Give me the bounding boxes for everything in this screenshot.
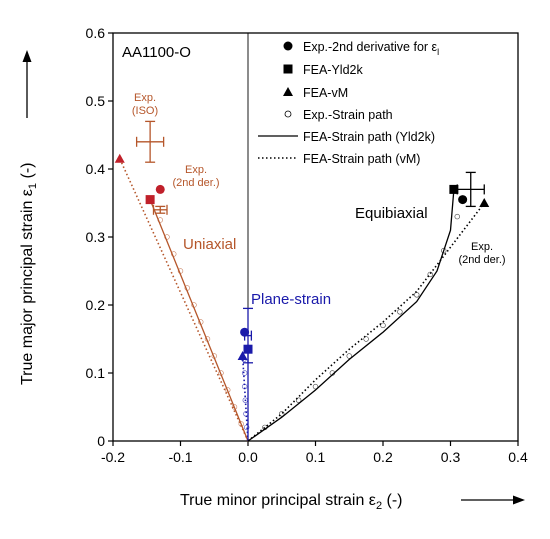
exp-path-point-uniaxial (231, 404, 238, 410)
legend-label-exp-2nd: Exp.-2nd derivative for εl (303, 40, 439, 57)
exp-path-point-uniaxial (211, 353, 217, 359)
annotation-plane-strain: Plane-strain (251, 291, 331, 308)
exp-path-point-uniaxial (184, 285, 190, 291)
exp-path-point-equibiaxial (295, 397, 302, 403)
exp-path-point-uniaxial (198, 319, 204, 325)
exp-path-point-plane-strain (243, 424, 250, 431)
annotation-exp-2nd-right: Exp. (471, 241, 493, 253)
strain-path-equibiaxial-solid (247, 189, 455, 442)
exp-path-point-equibiaxial (312, 383, 319, 390)
y-tick-label: 0.4 (86, 161, 106, 177)
exp-path-point-uniaxial (225, 387, 231, 393)
exp-path-point-uniaxial (204, 336, 211, 342)
y-tick-label: 0 (97, 433, 105, 449)
annotation-exp-iso-2: (ISO) (132, 105, 158, 117)
panel-label: AA1100-O (122, 44, 191, 61)
y-tick-label: 0.1 (86, 365, 106, 381)
exp-path-point-equibiaxial (346, 353, 352, 359)
exp-path-point-plane-strain (242, 397, 249, 403)
x-tick-label: 0.3 (441, 449, 461, 465)
legend-marker-square (283, 64, 293, 74)
exp-path-point-uniaxial (157, 217, 163, 223)
marker-exp-2nd-equibiaxial (458, 195, 468, 205)
legend-label-fea-path-vm: FEA-Strain path (vM) (303, 152, 420, 166)
marker-fea-vm-plane-strain (237, 351, 248, 360)
exp-path-point-uniaxial (191, 302, 197, 308)
exp-path-point-equibiaxial (414, 292, 420, 298)
y-tick-label: 0.6 (86, 25, 106, 41)
marker-fea-vm-uniaxial (114, 153, 125, 163)
exp-path-point-equibiaxial (380, 322, 386, 329)
legend-label-fea-vm: FEA-vM (303, 86, 348, 100)
exp-path-point-plane-strain (241, 370, 248, 376)
exp-path-point-equibiaxial (262, 424, 268, 431)
marker-exp-2nd-uniaxial (155, 184, 165, 194)
marker-exp-2nd-plane-strain (240, 327, 250, 337)
exp-path-point-equibiaxial (441, 247, 447, 254)
legend: Exp.-2nd derivative for εl FEA-Yld2k FEA… (258, 40, 439, 166)
x-tick-label: -0.1 (168, 449, 192, 465)
exp-path-point-equibiaxial (363, 336, 369, 342)
exp-path-point-equibiaxial (279, 411, 285, 417)
exp-path-point-uniaxial (177, 268, 184, 274)
exp-path-point-uniaxial (171, 251, 177, 257)
y-tick-label: 0.3 (86, 229, 106, 245)
y-axis-label: True major principal strain ε1 (-) (19, 163, 39, 386)
x-tick-label: 0.1 (306, 449, 326, 465)
annotation-exp-2nd-right-2: (2nd der.) (458, 254, 505, 266)
x-axis-label: True minor principal strain ε2 (-) (180, 492, 403, 512)
x-tick-label: 0.0 (238, 449, 258, 465)
marker-fea-vm-equibiaxial (479, 198, 490, 207)
marker-fea-yld2k-uniaxial (145, 195, 155, 205)
exp-path-point-uniaxial (218, 370, 224, 376)
exp-path-point-uniaxial (238, 421, 244, 427)
exp-path-point-plane-strain (243, 411, 249, 417)
legend-marker-triangle (283, 87, 293, 96)
exp-path-point-plane-strain (241, 383, 248, 390)
marker-fea-yld2k-equibiaxial (449, 184, 459, 194)
y-axis-arrow-head (22, 50, 32, 62)
axis-ticks: -0.2 -0.1 0.0 0.1 0.2 0.3 0.4 0 0.1 0.2 0.3 0.4 0.5 0… (86, 25, 528, 465)
x-tick-label: 0.4 (508, 449, 528, 465)
annotation-equibiaxial: Equibiaxial (355, 205, 428, 222)
x-axis-title: True minor principal strain ε2 (-) (180, 492, 525, 512)
annotation-exp-2nd-left-2: (2nd der.) (172, 177, 219, 189)
y-tick-label: 0.5 (86, 93, 106, 109)
y-tick-label: 0.2 (86, 297, 106, 313)
y-axis-title: True major principal strain ε1 (-) (19, 50, 39, 385)
legend-label-exp-path: Exp.-Strain path (303, 108, 393, 122)
exp-strain-path-points (157, 213, 460, 431)
annotation-uniaxial: Uniaxial (183, 236, 236, 253)
exp-path-point-equibiaxial (427, 271, 433, 278)
exp-path-point-equibiaxial (454, 213, 460, 220)
annotation-exp-iso: Exp. (134, 92, 156, 104)
x-tick-label: -0.2 (101, 449, 125, 465)
legend-marker-open-circle (284, 110, 292, 118)
x-tick-label: 0.2 (373, 449, 393, 465)
exp-path-point-equibiaxial (397, 309, 403, 315)
strain-path-uniaxial-dotted (119, 158, 249, 442)
strain-path-equibiaxial-dotted (247, 202, 485, 442)
x-axis-arrow-head (513, 495, 525, 505)
data-markers (114, 153, 490, 360)
legend-label-fea-yld: FEA-Yld2k (303, 63, 363, 77)
legend-marker-circle (283, 41, 293, 51)
annotation-exp-2nd-left: Exp. (185, 164, 207, 176)
exp-path-point-equibiaxial (329, 370, 336, 376)
legend-label-fea-path-yld: FEA-Strain path (Yld2k) (303, 130, 435, 144)
marker-fea-yld2k-plane-strain (243, 344, 253, 354)
exp-path-point-uniaxial (164, 234, 170, 240)
